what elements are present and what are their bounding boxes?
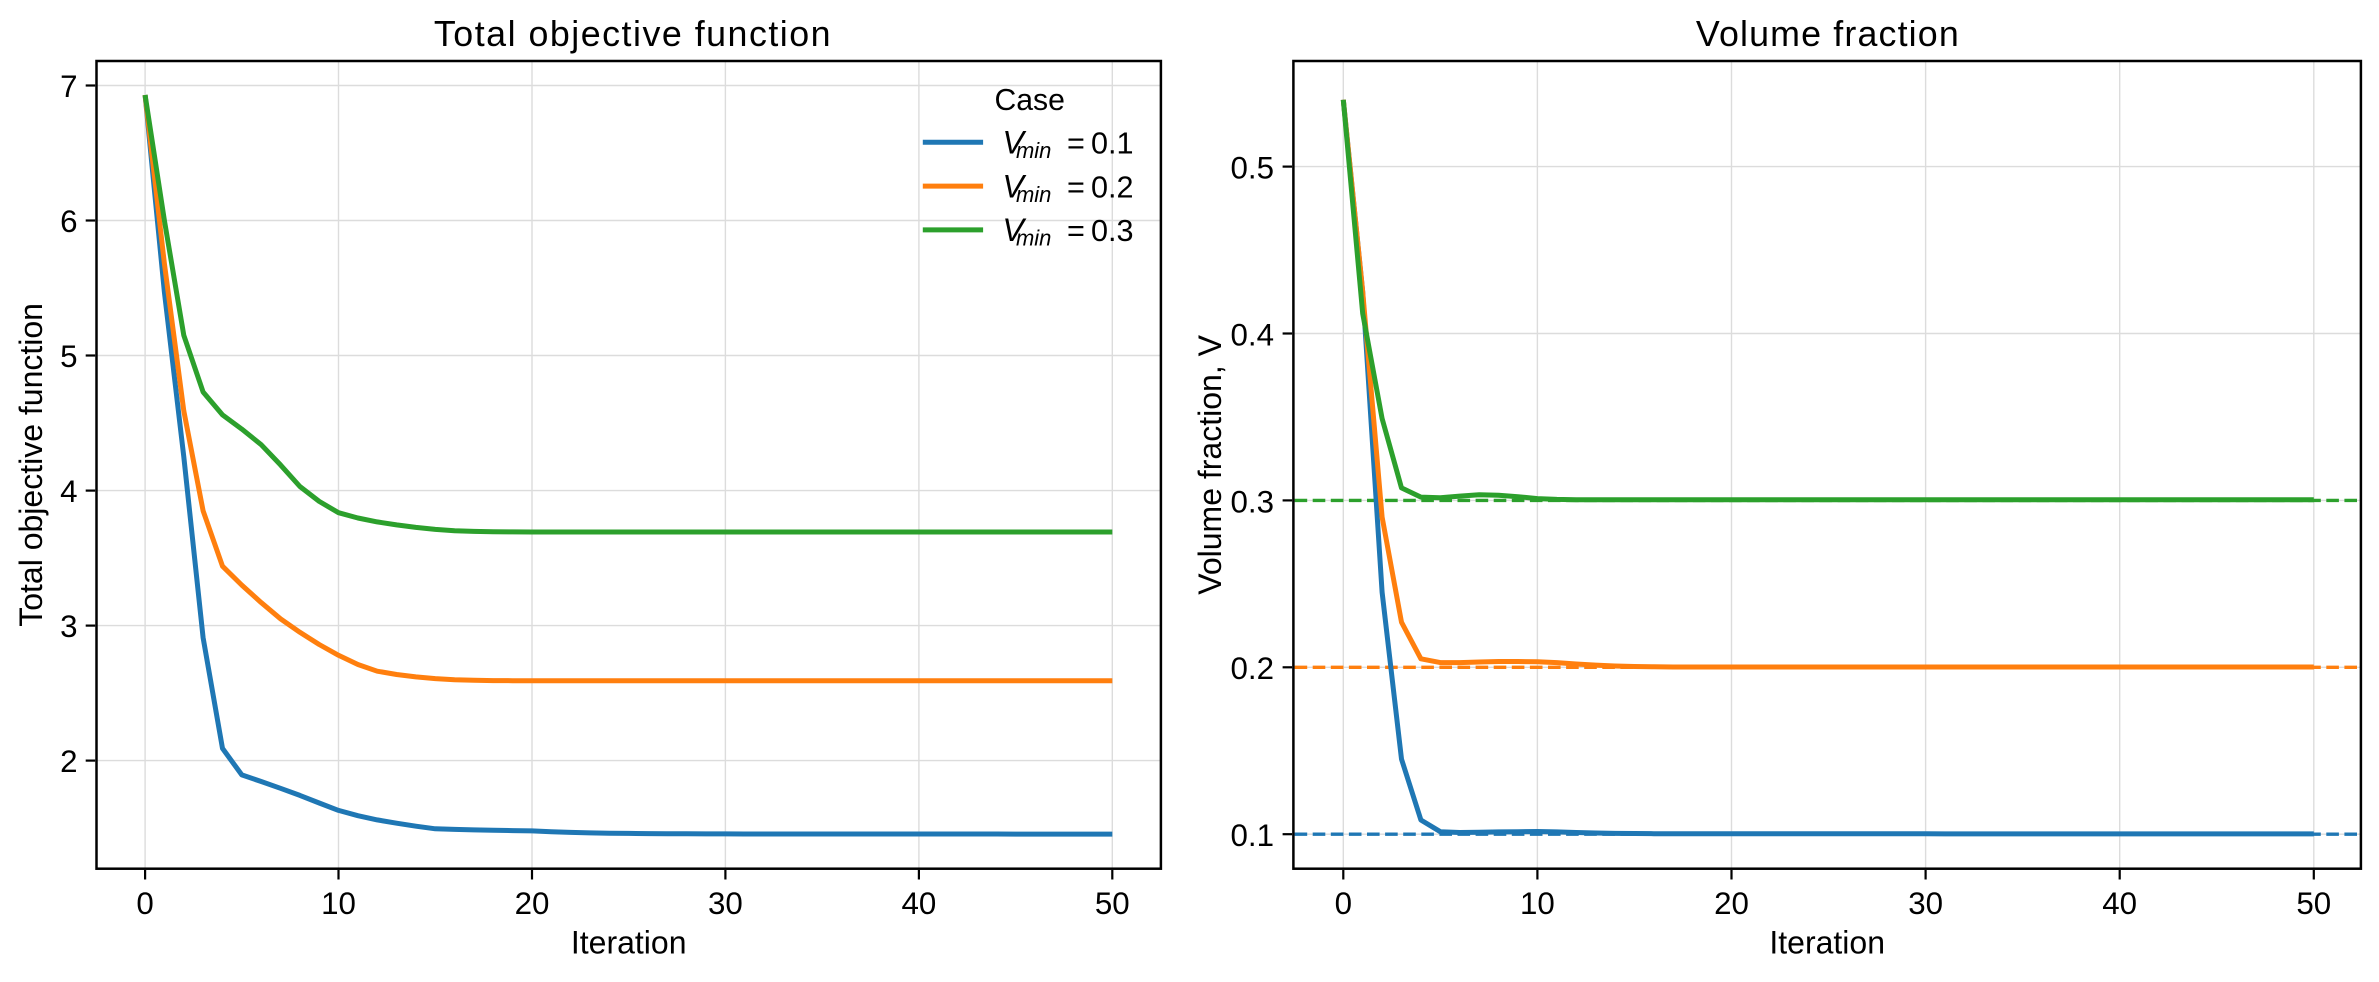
svg-text:10: 10 [1520,886,1555,921]
svg-text:Volume fraction, V: Volume fraction, V [1192,334,1228,594]
svg-text:Iteration: Iteration [571,924,687,960]
svg-text:Vmin = 0.1: Vmin = 0.1 [1002,125,1133,164]
svg-text:Volume fraction: Volume fraction [1696,14,1960,54]
svg-text:50: 50 [2296,886,2331,921]
svg-text:0.2: 0.2 [1230,651,1274,686]
svg-text:7: 7 [60,69,77,104]
svg-text:Total objective function: Total objective function [434,14,832,54]
svg-text:0.5: 0.5 [1230,151,1274,186]
svg-text:0: 0 [1335,886,1352,921]
svg-text:4: 4 [60,474,77,509]
svg-text:Vmin = 0.2: Vmin = 0.2 [1002,168,1133,207]
svg-text:Case: Case [994,84,1064,117]
svg-text:6: 6 [60,204,77,239]
svg-text:3: 3 [60,609,77,644]
svg-text:30: 30 [1908,886,1943,921]
svg-text:30: 30 [708,886,743,921]
svg-text:10: 10 [321,886,356,921]
svg-text:0.1: 0.1 [1230,818,1274,853]
svg-text:0.4: 0.4 [1230,317,1274,352]
svg-text:50: 50 [1095,886,1130,921]
svg-text:20: 20 [1714,886,1749,921]
svg-text:Vmin = 0.3: Vmin = 0.3 [1002,212,1133,251]
svg-text:0: 0 [136,886,153,921]
svg-text:Iteration: Iteration [1769,924,1885,960]
svg-text:Total objective function: Total objective function [13,303,49,627]
svg-text:5: 5 [60,339,77,374]
svg-text:40: 40 [901,886,936,921]
svg-text:0.3: 0.3 [1230,484,1274,519]
svg-text:40: 40 [2102,886,2137,921]
svg-text:20: 20 [515,886,550,921]
svg-text:2: 2 [60,744,77,779]
